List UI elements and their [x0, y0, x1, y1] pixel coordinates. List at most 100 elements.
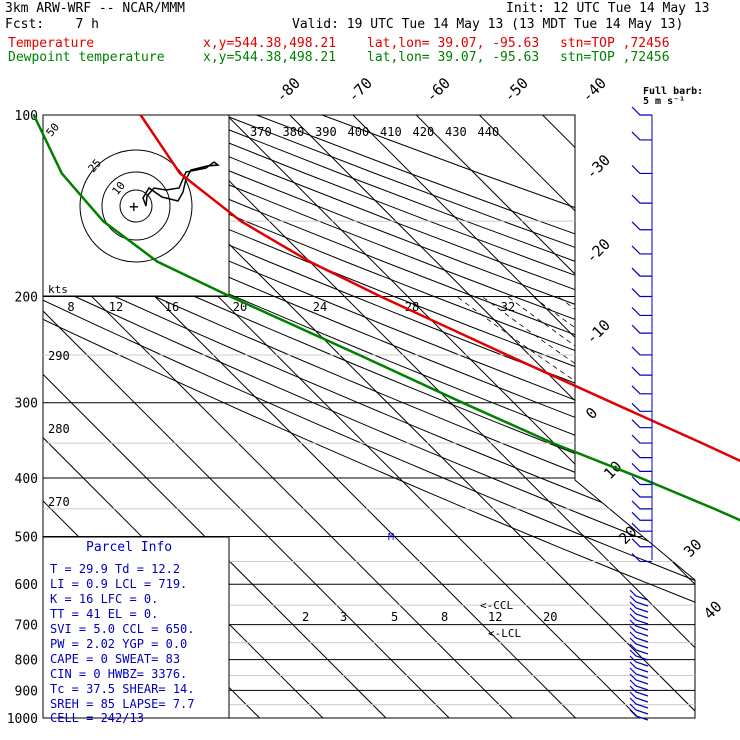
hodo-ring-10 — [119, 189, 153, 223]
isotherm-label: -50 — [500, 74, 532, 106]
fcst-label: Fcst: 7 h — [5, 17, 99, 32]
hodo-axis-label: 32 — [501, 300, 515, 314]
dry-adiabat — [43, 115, 695, 718]
isotherm-label: -40 — [578, 74, 610, 106]
lcl-marker: <-LCL — [488, 627, 521, 640]
dry-adiabat — [43, 115, 695, 718]
wind-barb — [629, 625, 649, 637]
isotherm — [43, 115, 387, 718]
dry-adiabat — [43, 115, 695, 718]
wind-barb — [629, 697, 649, 709]
hodo-axis-label: 8 — [67, 300, 74, 314]
hodo-center: + — [129, 197, 139, 216]
hodo-kts-label: kts — [48, 283, 68, 296]
isotherm-label: 0 — [582, 404, 601, 423]
wind-barb — [631, 476, 652, 486]
legend-temperature-xy: x,y=544.38,498.21 — [203, 36, 337, 51]
wind-barb — [629, 667, 649, 679]
wind-barb — [631, 553, 652, 563]
wind-barb — [631, 106, 652, 116]
wind-barb — [631, 385, 652, 395]
wind-barb — [631, 511, 652, 521]
parcel-row: K = 16 LFC = 0. — [50, 592, 158, 606]
dry-adiabat — [43, 115, 695, 718]
wind-barb — [631, 324, 652, 334]
wind-barb — [631, 245, 652, 255]
wind-barb — [631, 221, 652, 231]
dry-adiabat — [43, 115, 695, 718]
theta-left-label: 270 — [48, 495, 70, 509]
wind-barb — [629, 679, 649, 691]
wind-barb — [631, 366, 652, 376]
wind-barb — [631, 500, 652, 510]
isotherm-label: -10 — [582, 316, 614, 348]
isotherm — [415, 115, 695, 718]
legend-temperature-name: Temperature — [8, 36, 95, 51]
mixing-ratio-label: 8 — [441, 610, 448, 624]
wind-barb — [629, 631, 649, 643]
temperature-line — [139, 114, 740, 463]
dry-adiabat — [43, 115, 695, 718]
moist-adiabat — [608, 296, 695, 718]
dry-adiabat — [223, 115, 695, 718]
wind-barb — [629, 703, 649, 715]
valid-label: Valid: 19 UTC Tue 14 May 13 (13 MDT Tue … — [292, 17, 684, 32]
legend-temperature-stn: stn=TOP ,72456 — [560, 36, 670, 51]
dry-adiabat — [158, 115, 695, 718]
wind-barb — [631, 419, 652, 429]
parcel-info-box — [42, 536, 230, 719]
pressure-tick-label: 700 — [15, 619, 38, 634]
wind-barb — [631, 538, 652, 548]
moist-adiabat — [658, 296, 695, 718]
isotherm-label: -30 — [582, 151, 614, 183]
isotherm — [668, 115, 695, 718]
mixing-ratio-label: 2 — [302, 610, 309, 624]
theta-label: 390 — [315, 125, 337, 139]
wind-barb — [629, 655, 649, 667]
pressure-tick-label: 500 — [15, 530, 38, 545]
pressure-tick-label: 400 — [15, 472, 38, 487]
theta-label: 420 — [413, 125, 435, 139]
moist-adiabat — [456, 296, 695, 718]
wind-barb — [631, 288, 652, 298]
isotherm — [732, 115, 740, 718]
wind-barb — [629, 643, 649, 655]
moist-adiabat — [507, 296, 695, 718]
wind-barb — [629, 595, 649, 607]
parcel-row: SVI = 5.0 CCL = 650. — [50, 622, 195, 636]
moist-adiabat — [481, 296, 695, 718]
wind-barb — [629, 589, 649, 601]
pressure-tick-label: 600 — [15, 578, 38, 593]
wind-barb — [631, 307, 652, 317]
theta-label: 370 — [250, 125, 272, 139]
theta-left-label: 280 — [48, 422, 70, 436]
theta-label: 410 — [380, 125, 402, 139]
moist-adiabat — [633, 296, 695, 718]
isotherm-label: -80 — [272, 74, 304, 106]
wind-barb — [631, 131, 652, 141]
wind-barb — [629, 691, 649, 703]
hodo-ring-25 — [101, 171, 171, 241]
parcel-row: TT = 41 EL = 0. — [50, 607, 158, 621]
theta-left-label: 290 — [48, 349, 70, 363]
theta-label: 440 — [478, 125, 500, 139]
pressure-tick-label: 800 — [15, 654, 38, 669]
init-label: Init: 12 UTC Tue 14 May 13 — [506, 1, 710, 16]
wind-barb — [629, 619, 649, 631]
theta-label: 380 — [283, 125, 305, 139]
parcel-row: SREH = 85 LAPSE= 7.7 — [50, 697, 195, 711]
mixing-ratio-label: 3 — [340, 610, 347, 624]
hodo-ring-50 — [79, 149, 193, 263]
isotherm-label: 40 — [700, 597, 726, 623]
hodo-axis-label: 16 — [165, 300, 179, 314]
isotherm — [352, 115, 695, 718]
wind-barb — [629, 673, 649, 685]
theta-label: 430 — [445, 125, 467, 139]
isotherm-label: -20 — [582, 235, 614, 267]
pressure-tick-label: 900 — [15, 684, 38, 699]
parcel-row: CAPE = 0 SWEAT= 83 — [50, 652, 180, 666]
mixing-ratio-label: 12 — [488, 610, 502, 624]
wind-barb — [631, 434, 652, 444]
wind-barb — [629, 685, 649, 697]
pressure-tick-label: 100 — [15, 109, 38, 124]
